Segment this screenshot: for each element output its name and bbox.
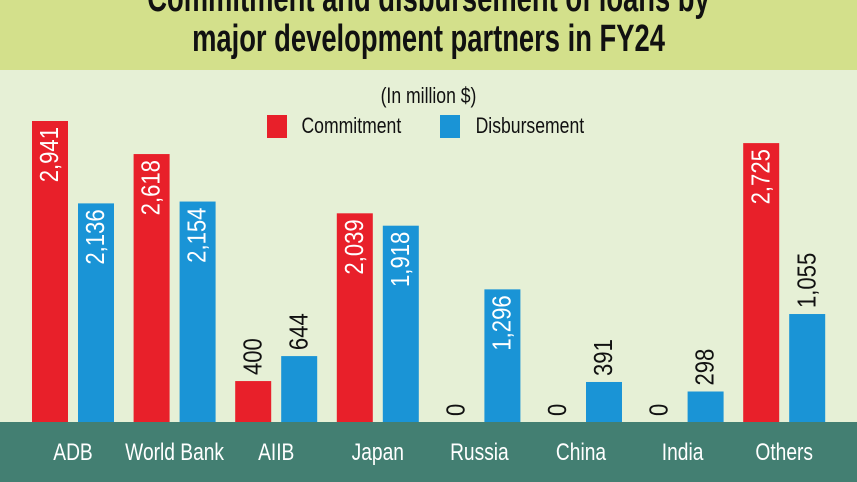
legend-swatch-disbursement [439,114,460,138]
category-label: Russia [450,438,509,466]
category-label: Japan [352,438,404,466]
data-label: 2,941 [35,127,64,182]
data-label: 1,055 [793,253,822,308]
data-label: 0 [442,404,471,416]
chart-title-line-1: Commitment and disbursement of loans by [120,0,737,21]
bar-commitment-others [743,143,780,423]
bar-commitment-world-bank [133,154,170,422]
data-label: 400 [239,338,268,375]
bar-disbursement-adb [78,203,114,422]
data-label: 2,154 [183,208,212,263]
bar-disbursement-japan [382,225,419,422]
data-label: 1,296 [488,295,517,350]
category-label: Others [755,438,813,466]
data-label: 1,918 [386,232,415,287]
chart-subtitle: (In million $) [380,83,477,108]
data-label: 644 [285,313,314,350]
bar-commitment-aiib [235,381,272,422]
bar-disbursement-others [789,314,826,422]
title-band: Commitment and disbursement of loans by … [0,0,857,70]
data-label: 2,618 [137,160,166,215]
category-label: World Bank [125,438,224,466]
legend-swatch-commitment [267,114,288,138]
bar-disbursement-russia [484,289,521,422]
data-label: 2,136 [81,209,110,264]
bar-disbursement-china [586,381,622,422]
bar-disbursement-india [687,391,724,422]
category-label: AIIB [258,438,294,466]
category-axis-band [0,422,857,482]
data-label: 298 [691,349,720,386]
legend: Commitment Disbursement [0,113,857,139]
data-label: 2,039 [340,219,369,274]
bar-disbursement-world-bank [179,201,216,422]
legend-label-commitment: Commitment [301,113,402,138]
legend-label-disbursement: Disbursement [475,113,585,138]
data-label: 0 [543,404,572,416]
data-label: 0 [645,404,674,416]
bar-commitment-japan [336,213,373,422]
bar-disbursement-aiib [281,356,318,422]
data-label: 2,725 [747,149,776,204]
category-label: China [556,438,607,466]
bar-commitment-adb [32,121,68,422]
data-label: 391 [589,339,618,376]
category-label: India [662,438,704,466]
chart-title-line-2: major development partners in FY24 [192,18,665,60]
category-label: ADB [53,438,92,466]
